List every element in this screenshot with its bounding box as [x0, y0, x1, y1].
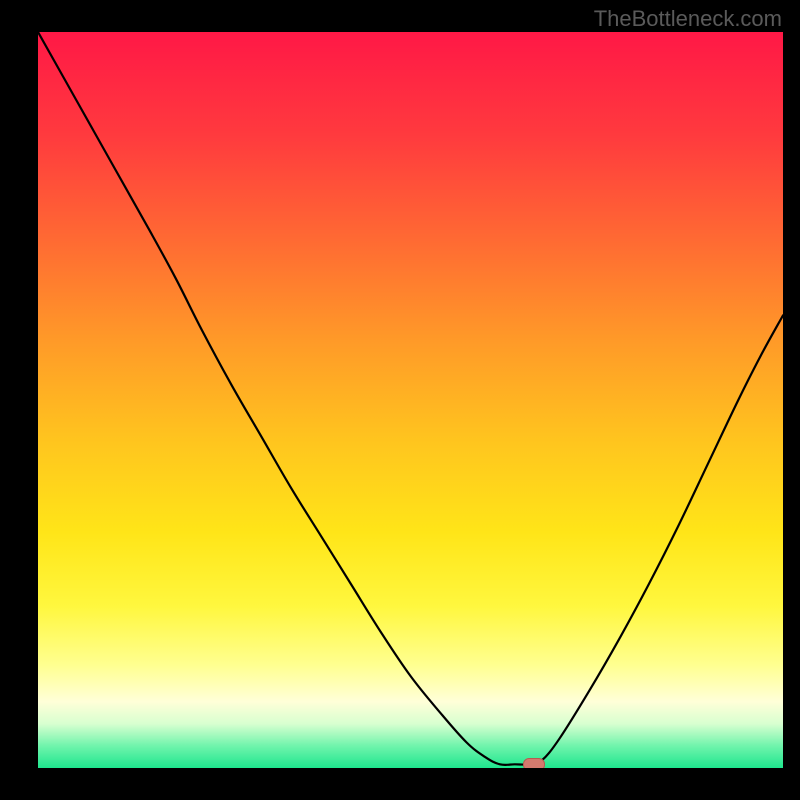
chart-container: TheBottleneck.com: [0, 0, 800, 800]
bottleneck-curve: [38, 32, 783, 768]
watermark-text: TheBottleneck.com: [594, 6, 782, 32]
plot-area: [38, 32, 783, 768]
minimum-marker: [523, 758, 545, 768]
